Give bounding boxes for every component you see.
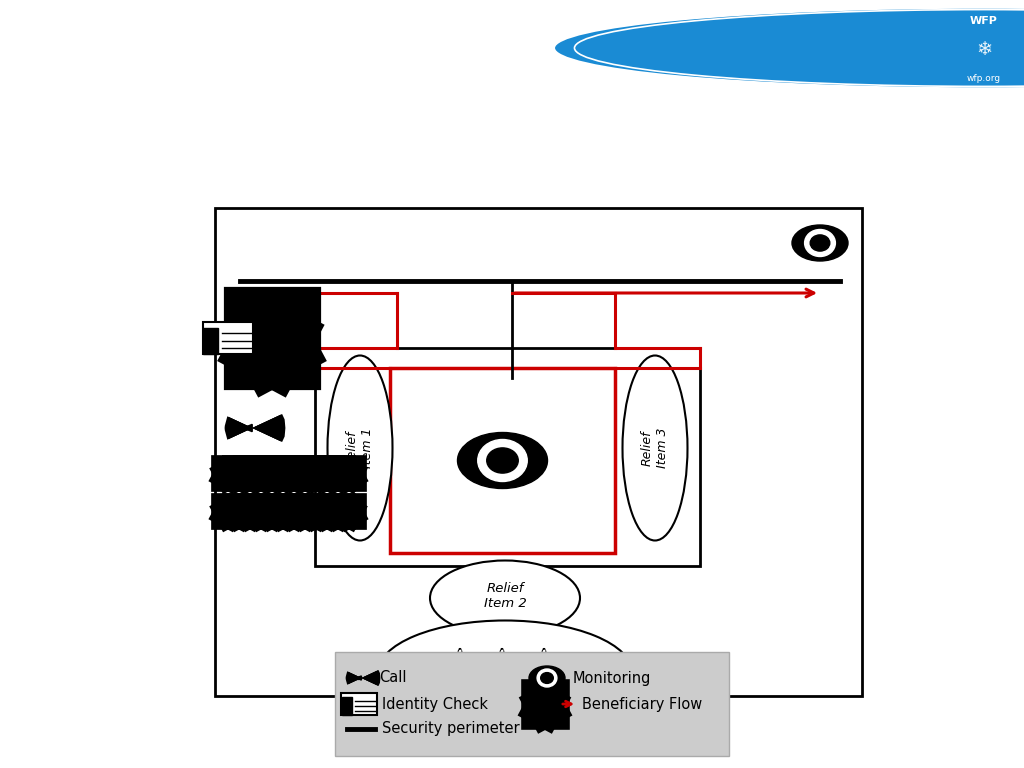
Ellipse shape [543, 650, 546, 654]
Ellipse shape [478, 439, 527, 482]
Ellipse shape [460, 649, 461, 650]
Ellipse shape [544, 690, 545, 692]
Ellipse shape [502, 649, 503, 650]
Text: Storage Zone: Storage Zone [460, 677, 550, 690]
Text: Security perimeter: Security perimeter [382, 721, 519, 737]
Text: WFP: WFP [970, 16, 998, 26]
Text: Call: Call [379, 670, 407, 686]
Ellipse shape [544, 650, 545, 652]
FancyBboxPatch shape [245, 426, 247, 429]
Ellipse shape [543, 690, 546, 694]
FancyBboxPatch shape [203, 329, 218, 354]
Ellipse shape [544, 689, 545, 690]
Text: Relief
Item 2: Relief Item 2 [483, 582, 526, 610]
FancyBboxPatch shape [203, 322, 253, 354]
FancyBboxPatch shape [215, 208, 862, 696]
Ellipse shape [430, 561, 580, 635]
Ellipse shape [328, 356, 392, 541]
Ellipse shape [541, 673, 553, 684]
Ellipse shape [623, 356, 687, 541]
Ellipse shape [544, 649, 545, 650]
Text: Beneficiary Flow: Beneficiary Flow [582, 697, 702, 711]
Circle shape [554, 8, 1024, 88]
Ellipse shape [529, 666, 565, 690]
Ellipse shape [502, 690, 503, 692]
Ellipse shape [460, 650, 461, 652]
Ellipse shape [810, 235, 829, 251]
FancyBboxPatch shape [357, 677, 358, 679]
Ellipse shape [501, 650, 504, 654]
Ellipse shape [538, 669, 557, 687]
Ellipse shape [460, 690, 461, 692]
Ellipse shape [501, 690, 504, 694]
FancyBboxPatch shape [335, 652, 729, 756]
Ellipse shape [459, 650, 462, 654]
Ellipse shape [805, 230, 836, 257]
Ellipse shape [459, 690, 462, 694]
Text: Relief
Item 1: Relief Item 1 [346, 428, 374, 468]
Ellipse shape [545, 701, 546, 702]
Ellipse shape [502, 650, 503, 652]
Text: wfp.org: wfp.org [967, 74, 1001, 83]
FancyBboxPatch shape [315, 348, 700, 566]
Ellipse shape [458, 432, 548, 488]
FancyBboxPatch shape [342, 697, 352, 715]
Polygon shape [358, 676, 361, 680]
Text: Identity Check: Identity Check [382, 697, 488, 711]
Ellipse shape [486, 448, 518, 473]
Ellipse shape [502, 689, 503, 690]
Ellipse shape [792, 225, 848, 261]
Text: Distribution Layout: Single Flow: Distribution Layout: Single Flow [123, 31, 778, 65]
Text: Relief
Item 3: Relief Item 3 [641, 428, 669, 468]
Ellipse shape [270, 332, 273, 334]
Polygon shape [247, 425, 252, 432]
FancyBboxPatch shape [390, 368, 615, 553]
Ellipse shape [378, 621, 633, 726]
Text: ❄: ❄ [976, 41, 992, 59]
Ellipse shape [460, 689, 461, 690]
FancyBboxPatch shape [341, 693, 377, 715]
Text: Monitoring: Monitoring [573, 670, 651, 686]
